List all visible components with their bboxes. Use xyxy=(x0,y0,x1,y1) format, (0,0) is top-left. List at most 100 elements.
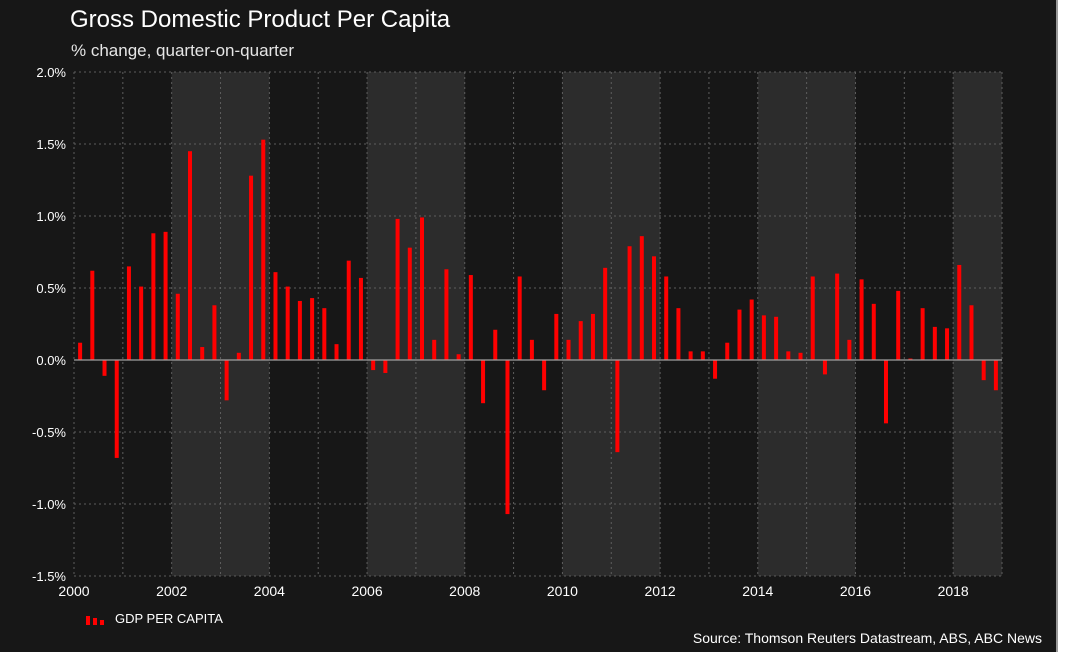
bar-2006-Q1 xyxy=(371,360,376,371)
bar-2004-Q2 xyxy=(285,286,290,360)
bar-2011-Q1 xyxy=(615,360,620,453)
x-tick-label: 2014 xyxy=(742,583,773,599)
bar-2018-Q1 xyxy=(957,264,962,360)
bar-2008-Q3 xyxy=(493,329,498,360)
bar-2011-Q3 xyxy=(639,236,644,360)
bar-2005-Q1 xyxy=(322,308,327,360)
bar-2003-Q3 xyxy=(249,175,254,360)
bar-2015-Q2 xyxy=(822,360,827,375)
chart-subtitle: % change, quarter-on-quarter xyxy=(71,41,295,60)
x-tick-label: 2016 xyxy=(840,583,871,599)
bar-2003-Q4 xyxy=(261,139,266,360)
bar-2008-Q1 xyxy=(468,275,473,360)
bar-2012-Q1 xyxy=(664,276,669,360)
x-axis-tick-labels: 2000 2002 2004 2006 2008 2010 2012 2014 2016 2018 xyxy=(58,583,969,599)
bar-2002-Q4 xyxy=(212,305,217,360)
bar-2006-Q2 xyxy=(383,360,388,373)
bar-2009-Q1 xyxy=(517,276,522,360)
bar-2011-Q2 xyxy=(627,246,632,360)
x-tick-label: 2008 xyxy=(449,583,480,599)
legend[interactable]: GDP PER CAPITA xyxy=(86,608,223,628)
source-note: Source: Thomson Reuters Datastream, ABS,… xyxy=(692,630,1042,646)
y-tick-label: 0.0% xyxy=(36,353,66,368)
bar-2002-Q2 xyxy=(188,151,192,360)
bar-2012-Q3 xyxy=(688,351,693,360)
bar-2014-Q3 xyxy=(786,351,791,360)
gridlines xyxy=(73,71,1003,577)
bar-2012-Q4 xyxy=(700,351,705,360)
bar-2010-Q2 xyxy=(578,321,583,360)
x-tick-label: 2010 xyxy=(547,583,578,599)
y-tick-label: -1.0% xyxy=(32,497,66,512)
bar-2002-Q1 xyxy=(175,293,180,360)
bar-2017-Q4 xyxy=(945,328,950,360)
bar-2008-Q2 xyxy=(481,360,486,404)
x-tick-label: 2006 xyxy=(351,583,382,599)
bar-2018-Q2 xyxy=(969,305,974,360)
bar-2015-Q3 xyxy=(835,273,840,360)
bar-2013-Q2 xyxy=(725,342,730,360)
bar-2007-Q2 xyxy=(432,339,437,360)
chart-title: Gross Domestic Product Per Capita xyxy=(70,6,451,33)
y-tick-label: 1.0% xyxy=(36,209,66,224)
bar-2016-Q4 xyxy=(896,290,901,360)
bar-2017-Q2 xyxy=(920,308,925,360)
bar-2001-Q2 xyxy=(139,286,144,360)
bar-2007-Q4 xyxy=(456,354,461,360)
bar-2004-Q4 xyxy=(310,298,315,360)
bar-2005-Q3 xyxy=(346,260,351,360)
bar-2017-Q3 xyxy=(932,326,937,360)
legend-label: GDP PER CAPITA xyxy=(115,610,223,626)
x-tick-label: 2000 xyxy=(58,583,89,599)
bar-2018-Q3 xyxy=(981,360,986,381)
bar-2010-Q3 xyxy=(590,313,595,360)
bar-2001-Q3 xyxy=(151,233,156,360)
bar-2007-Q3 xyxy=(444,269,449,360)
bar-2012-Q2 xyxy=(676,308,681,360)
bar-2013-Q3 xyxy=(737,309,742,360)
bar-2004-Q1 xyxy=(273,272,278,360)
legend-swatch-bars-icon xyxy=(86,611,104,625)
bar-2014-Q1 xyxy=(761,315,766,360)
x-tick-label: 2018 xyxy=(938,583,969,599)
y-tick-label: 0.5% xyxy=(36,281,66,296)
shaded-band-4 xyxy=(953,72,1002,576)
bar-series-gdp-per-capita xyxy=(78,139,998,515)
bar-2005-Q4 xyxy=(358,277,363,360)
bar-2015-Q1 xyxy=(810,276,815,360)
y-tick-label: -1.5% xyxy=(32,569,66,584)
bar-2000-Q1 xyxy=(78,342,83,360)
bar-2003-Q2 xyxy=(236,352,241,360)
bar-2008-Q4 xyxy=(505,360,510,515)
bar-2010-Q4 xyxy=(603,267,608,360)
bar-2000-Q4 xyxy=(114,360,119,458)
bar-2009-Q3 xyxy=(542,360,547,391)
bar-2017-Q1 xyxy=(908,358,913,360)
bar-2010-Q1 xyxy=(566,339,571,360)
bar-2000-Q2 xyxy=(90,270,95,360)
bar-2005-Q2 xyxy=(334,344,339,360)
bar-2006-Q3 xyxy=(395,218,400,360)
bar-2009-Q4 xyxy=(554,313,559,360)
bar-2002-Q3 xyxy=(200,347,205,360)
bar-2013-Q1 xyxy=(713,360,718,379)
bar-2011-Q4 xyxy=(652,256,656,360)
bar-2014-Q4 xyxy=(798,352,803,360)
x-tick-label: 2004 xyxy=(254,583,285,599)
bar-2004-Q3 xyxy=(297,300,302,360)
bar-2013-Q4 xyxy=(749,299,754,360)
bar-2018-Q4 xyxy=(993,360,998,391)
bar-2000-Q3 xyxy=(102,360,107,376)
bar-2016-Q2 xyxy=(871,303,876,360)
bar-2001-Q4 xyxy=(163,231,168,360)
bar-2009-Q2 xyxy=(529,339,534,360)
bar-2007-Q1 xyxy=(420,217,424,360)
bar-2001-Q1 xyxy=(126,266,131,360)
y-axis-tick-labels: 2.0% 1.5% 1.0% 0.5% 0.0% -0.5% -1.0% -1.5% xyxy=(32,65,66,584)
x-tick-label: 2002 xyxy=(156,583,187,599)
bar-2015-Q4 xyxy=(847,339,852,360)
bar-2016-Q1 xyxy=(859,279,864,360)
bar-2006-Q4 xyxy=(407,247,412,360)
